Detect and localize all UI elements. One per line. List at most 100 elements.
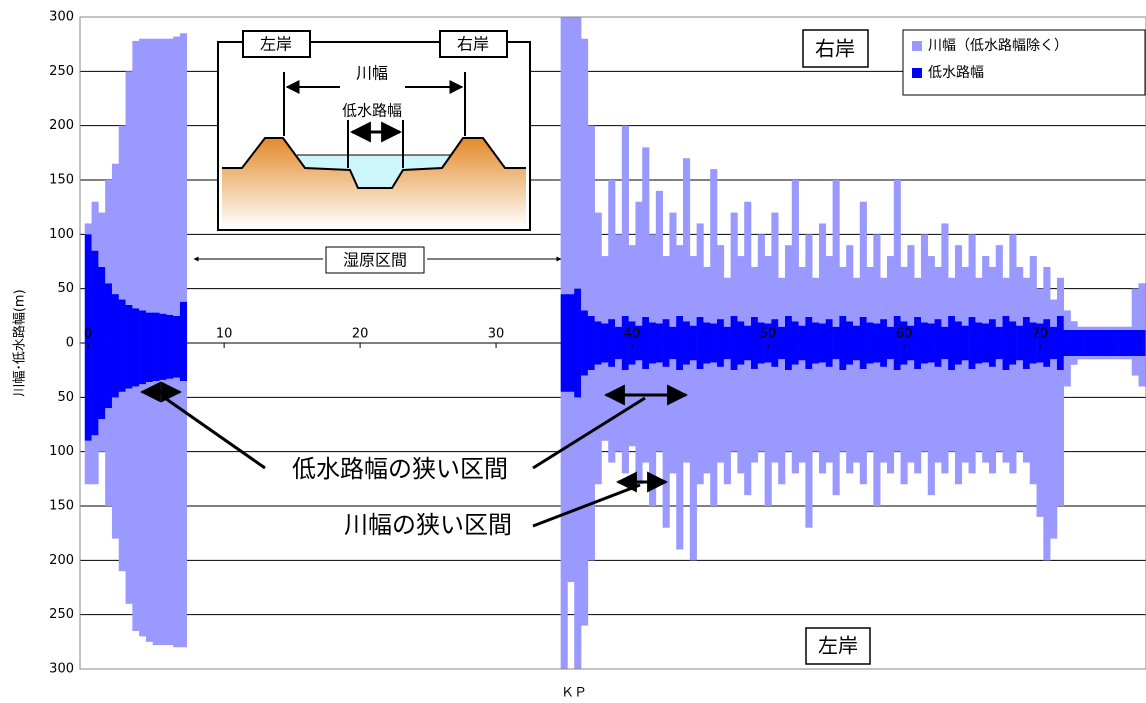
bar xyxy=(587,343,595,371)
bar xyxy=(601,343,609,363)
bar xyxy=(608,319,616,343)
bar xyxy=(139,343,147,385)
bar xyxy=(615,234,623,327)
bar xyxy=(914,343,922,370)
bar xyxy=(723,359,731,485)
bar xyxy=(574,343,582,398)
bar xyxy=(145,382,154,642)
bar xyxy=(1029,343,1037,364)
bar xyxy=(805,369,813,528)
bar xyxy=(655,190,663,324)
bar xyxy=(934,319,942,343)
bar xyxy=(560,17,568,295)
bar xyxy=(1131,329,1139,343)
bar xyxy=(179,343,188,382)
bar xyxy=(968,234,976,317)
bar xyxy=(1063,356,1071,387)
bar xyxy=(1138,343,1146,357)
bar xyxy=(968,316,976,343)
bar xyxy=(839,343,847,371)
bar xyxy=(649,363,657,506)
bar xyxy=(778,359,786,485)
bar xyxy=(825,256,833,320)
bar xyxy=(1050,343,1058,360)
bar xyxy=(581,343,589,376)
bar xyxy=(927,256,935,324)
y-tick-label: 200 xyxy=(49,553,74,568)
bar xyxy=(1009,343,1017,365)
bar xyxy=(152,38,160,313)
bar xyxy=(662,256,670,320)
bar xyxy=(166,38,174,315)
bar xyxy=(771,343,779,367)
bar xyxy=(723,277,731,327)
bar xyxy=(737,321,745,343)
y-tick-label: 100 xyxy=(49,227,74,242)
bar xyxy=(744,325,752,343)
bar xyxy=(995,326,1003,343)
bar xyxy=(689,325,697,343)
bar xyxy=(1002,277,1010,316)
bar xyxy=(1056,370,1065,506)
bar xyxy=(900,343,908,365)
bar xyxy=(852,343,861,361)
bar xyxy=(703,363,711,474)
bar xyxy=(717,366,725,463)
bar xyxy=(900,321,908,343)
bar xyxy=(927,343,935,363)
bar xyxy=(920,234,929,323)
bar xyxy=(941,343,949,360)
bar xyxy=(173,343,181,378)
bar xyxy=(744,343,752,361)
bar xyxy=(825,343,833,367)
inset-label: 川幅 xyxy=(356,64,388,83)
bar xyxy=(669,359,677,474)
bar xyxy=(635,325,643,343)
bar xyxy=(703,266,711,323)
bar xyxy=(934,366,942,463)
bar xyxy=(1050,326,1058,343)
leader xyxy=(532,396,646,470)
bar xyxy=(125,71,133,305)
legend-items: 川幅（低水路幅除く） 低水路幅 xyxy=(912,38,1068,81)
bar xyxy=(91,343,99,436)
bar xyxy=(968,369,976,474)
bar xyxy=(1036,362,1044,517)
bar xyxy=(98,266,106,343)
bar xyxy=(730,315,738,343)
bar xyxy=(1084,329,1092,343)
bar xyxy=(628,245,636,322)
bar xyxy=(567,294,575,343)
bar xyxy=(1097,326,1105,330)
bar xyxy=(757,234,765,323)
bar xyxy=(581,375,589,626)
bar xyxy=(1063,310,1071,330)
annotation: 川幅の狭い区間 xyxy=(344,511,512,539)
bar xyxy=(757,322,765,343)
bar xyxy=(818,343,827,363)
bar xyxy=(621,125,629,316)
bar xyxy=(581,310,589,343)
bar xyxy=(1131,356,1139,376)
bar xyxy=(689,360,697,561)
leader xyxy=(532,483,641,528)
bar xyxy=(159,379,167,646)
bar xyxy=(1056,277,1065,316)
inset-label: 左岸 xyxy=(260,35,292,54)
x-tick-label: 0 xyxy=(84,327,92,342)
bar xyxy=(812,343,820,364)
bar xyxy=(696,223,704,317)
bar xyxy=(995,245,1003,327)
bar xyxy=(805,316,813,343)
bar xyxy=(1043,343,1051,367)
bar xyxy=(1009,364,1017,474)
annotation-box xyxy=(325,246,425,274)
bar xyxy=(798,266,806,326)
bar xyxy=(975,322,983,343)
bar xyxy=(866,266,874,323)
tick-layer: 300 250 200 150 100 50 0 50 100 150 200 250 300 0 10 20… xyxy=(49,10,1048,677)
bar xyxy=(1063,329,1071,343)
bar xyxy=(179,33,188,302)
bar xyxy=(608,366,616,463)
bar xyxy=(961,343,969,361)
